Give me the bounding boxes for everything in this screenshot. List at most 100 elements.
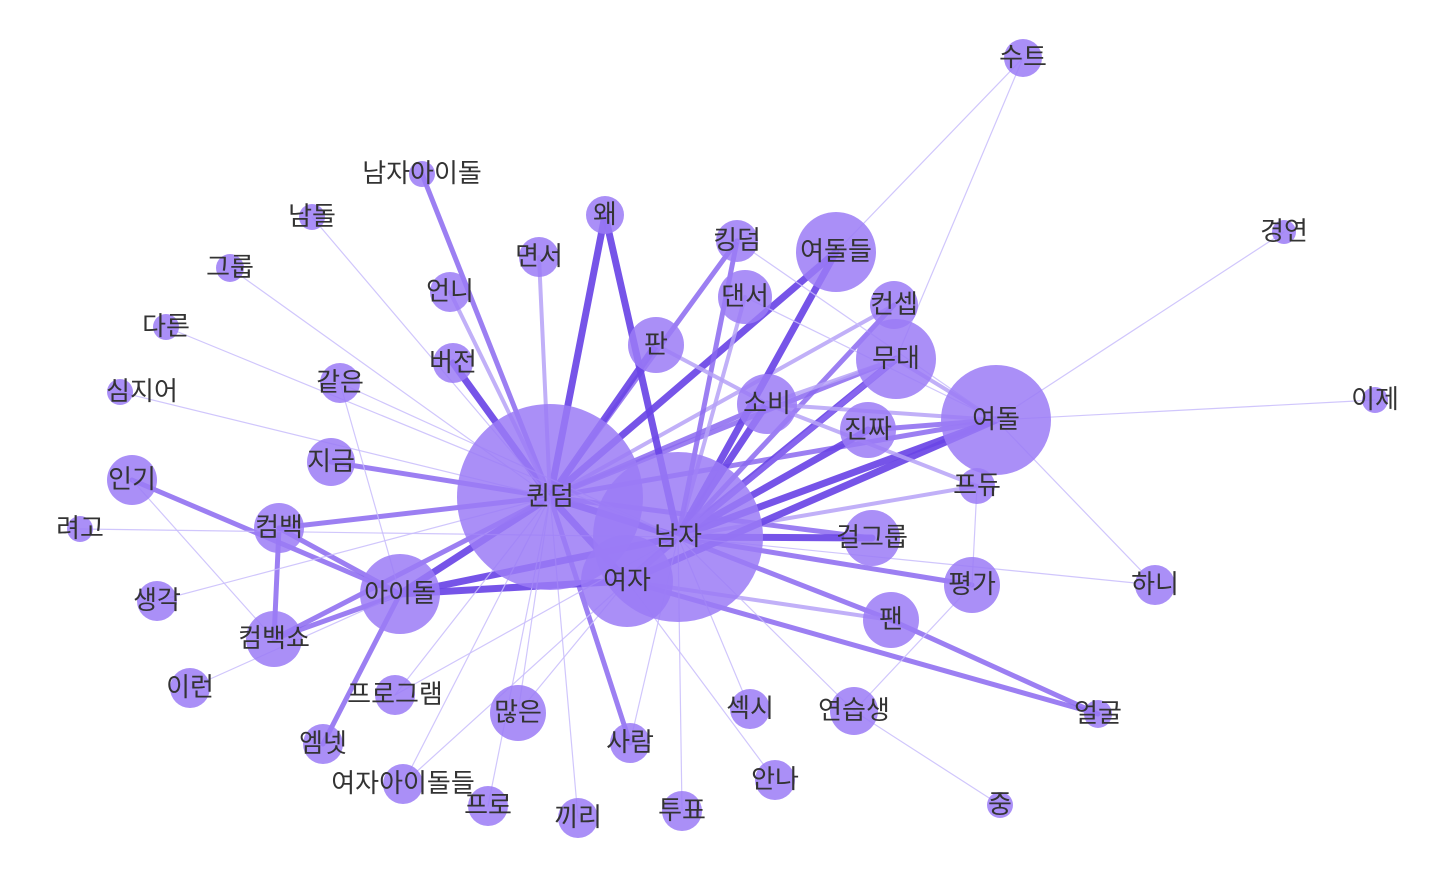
node-program[interactable]	[375, 675, 415, 715]
node-stage[interactable]	[856, 319, 936, 399]
node-mnet[interactable]	[303, 724, 343, 764]
node-comebackshow[interactable]	[246, 611, 302, 667]
node-label-sexy: 섹시	[726, 694, 774, 724]
node-woman[interactable]	[581, 535, 673, 627]
node-label-concept: 컨셉	[870, 290, 918, 320]
node-label-this: 이런	[166, 673, 214, 703]
node-kingdom[interactable]	[716, 220, 758, 262]
node-sexy[interactable]	[730, 689, 770, 729]
node-why[interactable]	[586, 196, 624, 234]
node-label-real: 진짜	[844, 415, 892, 445]
node-suit[interactable]	[1004, 39, 1042, 77]
node-label-person: 사람	[606, 728, 654, 758]
node-fan-pan[interactable]	[628, 317, 684, 373]
node-label-queendom: 퀸덤	[526, 482, 574, 512]
node-anna[interactable]	[755, 760, 795, 800]
node-label-man: 남자	[654, 522, 702, 552]
node-version[interactable]	[433, 343, 473, 383]
edge-now-ije-yeodol	[995, 399, 1376, 421]
node-trainee[interactable]	[830, 687, 878, 735]
node-this[interactable]	[170, 668, 210, 708]
node-label-comeback: 컴백	[255, 513, 303, 543]
node-label-fan: 팬	[879, 605, 903, 635]
node-unni[interactable]	[430, 272, 470, 312]
node-label-namdol: 남돌	[288, 202, 336, 232]
node-now[interactable]	[307, 438, 355, 486]
node-label-anna: 안나	[751, 765, 799, 795]
node-person[interactable]	[610, 723, 650, 763]
node-label-consume: 소비	[743, 389, 791, 419]
node-label-even: 심지어	[106, 377, 178, 407]
node-label-mnet: 엠넷	[299, 729, 347, 759]
node-male-idol[interactable]	[409, 161, 435, 187]
node-namdol[interactable]	[299, 204, 325, 230]
node-contest[interactable]	[1272, 220, 1296, 244]
node-hani[interactable]	[1135, 565, 1175, 605]
node-kkiri[interactable]	[558, 798, 598, 838]
node-group[interactable]	[216, 254, 244, 282]
edge-fan-face	[888, 617, 1101, 717]
edge-middle-trainee	[853, 710, 1001, 806]
node-comeback[interactable]	[254, 503, 304, 553]
node-female-idols[interactable]	[383, 764, 423, 804]
node-label-hani: 하니	[1131, 570, 1179, 600]
node-label-unni: 언니	[426, 277, 474, 307]
node-now-ije[interactable]	[1362, 387, 1388, 413]
node-idol[interactable]	[360, 554, 440, 634]
node-face[interactable]	[1084, 700, 1112, 728]
node-real[interactable]	[840, 402, 896, 458]
node-yeodoldeul[interactable]	[796, 212, 876, 292]
node-label-female-idols: 여자아이돌들	[331, 769, 475, 799]
node-dancer[interactable]	[718, 270, 772, 324]
node-label-fan-pan: 판	[644, 330, 668, 360]
node-label-group: 그룹	[206, 253, 254, 283]
node-label-thought: 생각	[133, 586, 181, 616]
edge-female-idols-woman	[402, 580, 628, 785]
edge-contest-yeodol	[995, 231, 1285, 421]
node-label-vote: 투표	[658, 796, 706, 826]
node-middle[interactable]	[987, 792, 1013, 818]
node-label-now-ije: 이제	[1351, 385, 1399, 415]
node-vote[interactable]	[662, 791, 702, 831]
node-concept[interactable]	[870, 281, 918, 329]
node-consume[interactable]	[737, 374, 797, 434]
node-label-program: 프로그램	[347, 680, 443, 710]
node-many[interactable]	[490, 685, 546, 741]
node-label-many: 많은	[494, 698, 542, 728]
node-produce[interactable]	[959, 468, 995, 504]
edge-trainee-evaluation	[853, 584, 973, 712]
node-label-kkiri: 끼리	[554, 803, 602, 833]
node-girlgroup[interactable]	[844, 510, 900, 566]
node-label-yeodol: 여돌	[972, 405, 1020, 435]
node-label-interview: 면서	[515, 242, 563, 272]
node-label-yeodoldeul: 여돌들	[800, 237, 872, 267]
node-label-stage: 무대	[872, 344, 920, 374]
node-label-now: 지금	[307, 447, 355, 477]
node-label-version: 버전	[429, 348, 477, 378]
node-thought[interactable]	[137, 581, 177, 621]
node-other[interactable]	[153, 314, 179, 340]
node-label-why: 왜	[593, 200, 617, 230]
node-yeodol[interactable]	[941, 365, 1051, 475]
node-fan[interactable]	[863, 592, 919, 648]
node-popular[interactable]	[107, 455, 157, 505]
node-pro[interactable]	[468, 786, 508, 826]
node-label-contest: 경연	[1260, 217, 1308, 247]
node-label-produce: 프듀	[953, 471, 1001, 501]
node-layer	[67, 39, 1388, 838]
node-label-trainee: 연습생	[818, 696, 890, 726]
node-label-evaluation: 평가	[948, 570, 996, 600]
edge-popular-comebackshow	[131, 479, 275, 640]
node-label-face: 얼굴	[1074, 699, 1122, 729]
node-label-ryeogo: 려고	[56, 514, 104, 544]
node-ryeogo[interactable]	[67, 516, 93, 542]
node-evaluation[interactable]	[944, 557, 1000, 613]
node-same[interactable]	[320, 363, 360, 403]
node-even[interactable]	[107, 379, 133, 405]
node-label-middle: 중	[988, 790, 1012, 820]
node-label-idol: 아이돌	[364, 579, 436, 609]
node-label-kingdom: 킹덤	[713, 226, 761, 256]
node-interview[interactable]	[519, 237, 559, 277]
